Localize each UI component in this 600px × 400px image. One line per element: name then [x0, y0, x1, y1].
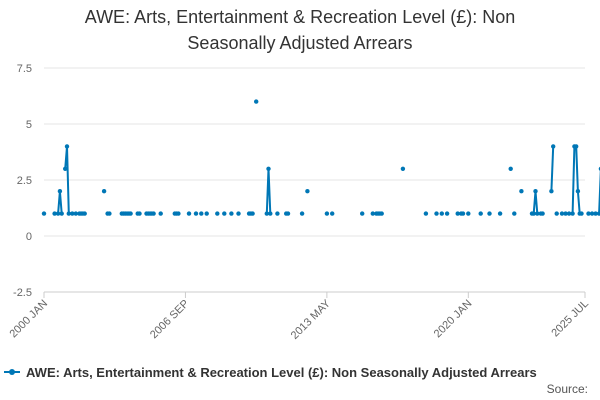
x-axis: 2000 JAN 2006 SEP 2013 MAY 2020 JAN 2025 JUL: [7, 291, 591, 342]
data-point: [41, 211, 47, 216]
data-point: [324, 211, 330, 216]
data-point: [497, 211, 503, 216]
data-point: [439, 211, 444, 216]
series-layer: [41, 99, 600, 216]
data-point: [137, 211, 142, 216]
data-point: [305, 189, 310, 194]
data-point: [57, 189, 63, 194]
data-point: [379, 211, 384, 216]
data-point: [199, 211, 204, 216]
x-tick-label: 2013 MAY: [289, 297, 334, 342]
data-point: [254, 99, 259, 104]
data-point: [82, 211, 87, 216]
data-point: [570, 211, 575, 216]
series-line: [265, 167, 272, 214]
data-point: [566, 211, 572, 216]
data-point: [579, 211, 584, 216]
data-point: [128, 211, 133, 216]
data-point: [444, 211, 450, 216]
data-point: [101, 189, 107, 194]
data-point: [423, 211, 429, 216]
legend-line-marker-icon: [4, 367, 20, 377]
data-point: [559, 211, 565, 216]
x-tick-label: 2000 JAN: [7, 298, 50, 341]
y-tick-label: 2.5: [17, 175, 32, 187]
data-point: [268, 211, 273, 216]
data-point: [466, 211, 471, 216]
x-tick-label: 2025 JUL: [549, 298, 591, 340]
y-tick-label: -2.5: [13, 287, 32, 299]
data-point: [73, 211, 79, 216]
data-point: [531, 211, 536, 216]
data-point: [70, 211, 75, 216]
chart-title: AWE: Arts, Entertainment & Recreation Le…: [0, 4, 600, 56]
data-point: [264, 211, 269, 216]
y-tick-label: 5: [26, 119, 32, 131]
y-axis: -2.5 0 2.5 5 7.5: [13, 63, 32, 299]
data-point: [563, 211, 568, 216]
data-point: [275, 211, 280, 216]
y-tick-label: 0: [26, 231, 32, 243]
legend[interactable]: AWE: Arts, Entertainment & Recreation Le…: [4, 363, 537, 381]
data-point: [176, 211, 181, 216]
data-point: [59, 211, 64, 216]
data-point: [236, 211, 241, 216]
data-point: [455, 211, 460, 216]
data-point: [285, 211, 291, 216]
data-point: [551, 144, 556, 149]
x-tick-label: 2020 JAN: [432, 298, 475, 341]
data-point: [460, 211, 466, 216]
data-point: [151, 211, 156, 216]
data-point: [52, 211, 57, 216]
data-point: [519, 189, 524, 194]
series-line: [57, 190, 63, 214]
source-label: Source:: [546, 382, 588, 396]
data-point: [66, 211, 72, 216]
data-point: [593, 211, 598, 216]
data-point: [574, 144, 579, 149]
data-point: [229, 211, 234, 216]
data-point: [215, 211, 220, 216]
data-point: [107, 211, 112, 216]
data-point: [589, 211, 595, 216]
series-line: [532, 190, 539, 215]
data-point: [360, 211, 365, 216]
data-point: [586, 211, 591, 216]
data-point: [62, 166, 68, 171]
data-point: [512, 211, 517, 216]
y-tick-label: 7.5: [17, 63, 32, 75]
data-point: [434, 211, 439, 216]
data-point: [540, 211, 545, 216]
data-point: [222, 211, 227, 216]
data-point: [554, 211, 559, 216]
data-point: [186, 211, 192, 216]
x-tick-label: 2006 SEP: [148, 298, 192, 342]
data-point: [250, 211, 255, 216]
chart-title-line-1: AWE: Arts, Entertainment & Recreation Le…: [84, 7, 516, 27]
data-point: [487, 211, 492, 216]
data-point: [596, 211, 600, 216]
data-point: [549, 189, 554, 194]
data-point: [370, 211, 375, 216]
data-point: [55, 211, 61, 216]
data-point: [508, 166, 513, 171]
legend-label: AWE: Arts, Entertainment & Recreation Le…: [26, 364, 537, 380]
data-point: [158, 211, 163, 216]
data-point: [533, 189, 538, 194]
data-point: [266, 166, 271, 171]
data-point: [575, 189, 581, 194]
data-point: [193, 211, 199, 216]
series-line: [550, 146, 555, 192]
data-point: [478, 211, 483, 216]
grid-lines: [44, 67, 585, 293]
data-point: [64, 144, 70, 149]
data-point: [204, 211, 209, 216]
chart-title-line-2: Seasonally Adjusted Arrears: [187, 33, 413, 53]
data-point: [299, 211, 305, 216]
data-point: [330, 211, 335, 216]
data-point: [535, 211, 540, 216]
data-point: [400, 166, 406, 171]
